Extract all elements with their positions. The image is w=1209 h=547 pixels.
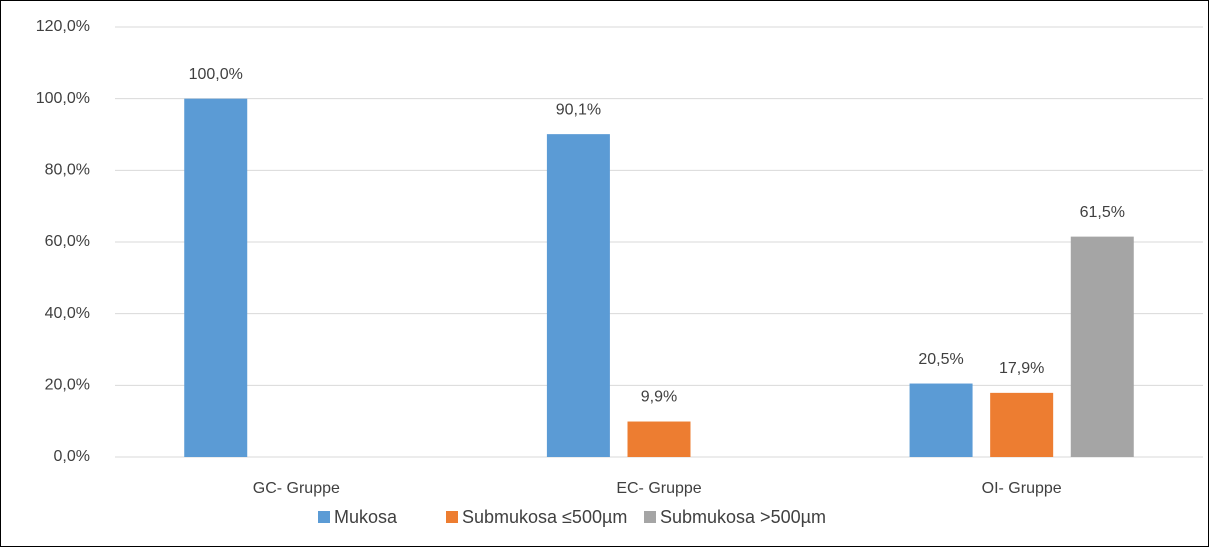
bar bbox=[546, 134, 610, 457]
y-tick-label: 100,0% bbox=[36, 90, 90, 107]
y-tick-label: 20,0% bbox=[45, 377, 90, 394]
bar bbox=[184, 98, 248, 458]
data-label: 20,5% bbox=[918, 351, 963, 368]
legend-label: Mukosa bbox=[334, 507, 398, 527]
legend-swatch bbox=[318, 511, 330, 523]
y-tick-label: 60,0% bbox=[45, 233, 90, 250]
legend-swatch bbox=[644, 511, 656, 523]
data-label: 17,9% bbox=[999, 360, 1044, 377]
y-tick-label: 80,0% bbox=[45, 162, 90, 179]
y-tick-label: 40,0% bbox=[45, 305, 90, 322]
bar bbox=[909, 383, 973, 457]
data-label: 100,0% bbox=[189, 66, 243, 83]
data-label: 9,9% bbox=[641, 389, 677, 406]
data-label: 61,5% bbox=[1080, 204, 1125, 221]
x-tick-label: EC- Gruppe bbox=[616, 480, 701, 497]
data-label: 90,1% bbox=[556, 101, 601, 118]
bar bbox=[990, 392, 1054, 457]
x-tick-label: OI- Gruppe bbox=[982, 480, 1062, 497]
bar bbox=[1070, 236, 1134, 457]
legend-swatch bbox=[446, 511, 458, 523]
y-tick-label: 120,0% bbox=[36, 18, 90, 35]
x-tick-label: GC- Gruppe bbox=[253, 480, 340, 497]
legend-label: Submukosa ≤500µm bbox=[462, 507, 627, 527]
legend-label: Submukosa >500µm bbox=[660, 507, 826, 527]
bar bbox=[627, 421, 691, 457]
y-tick-label: 0,0% bbox=[54, 448, 90, 465]
